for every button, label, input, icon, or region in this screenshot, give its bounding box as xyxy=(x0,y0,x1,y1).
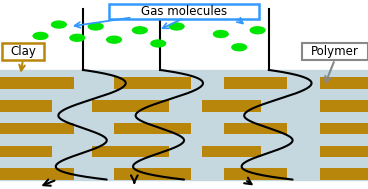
FancyBboxPatch shape xyxy=(109,4,259,19)
Bar xyxy=(92,146,169,157)
Bar xyxy=(320,123,368,134)
Text: Gas molecules: Gas molecules xyxy=(141,5,227,18)
Text: Polymer: Polymer xyxy=(311,46,359,58)
Bar xyxy=(114,168,191,180)
Bar xyxy=(92,100,169,112)
Bar xyxy=(320,77,368,89)
Bar xyxy=(0,123,74,134)
Circle shape xyxy=(88,22,104,31)
Bar xyxy=(0,168,74,180)
Circle shape xyxy=(132,26,148,34)
Bar xyxy=(202,100,261,112)
Circle shape xyxy=(32,32,49,40)
Bar xyxy=(0,146,52,157)
Text: Clay: Clay xyxy=(10,46,36,58)
Circle shape xyxy=(106,36,122,44)
Circle shape xyxy=(169,22,185,31)
Circle shape xyxy=(213,30,229,38)
FancyBboxPatch shape xyxy=(302,43,368,60)
Circle shape xyxy=(250,26,266,34)
Bar xyxy=(0,77,74,89)
Bar xyxy=(114,123,191,134)
Bar xyxy=(224,123,287,134)
Bar xyxy=(202,146,261,157)
FancyBboxPatch shape xyxy=(2,43,44,60)
Bar xyxy=(320,146,368,157)
Circle shape xyxy=(150,39,166,48)
Circle shape xyxy=(51,20,67,29)
Bar xyxy=(320,168,368,180)
Bar xyxy=(224,168,287,180)
Bar xyxy=(224,77,287,89)
Bar xyxy=(0,100,52,112)
Circle shape xyxy=(69,34,85,42)
Bar xyxy=(114,77,191,89)
Bar xyxy=(0,70,368,180)
Circle shape xyxy=(231,43,247,51)
Bar xyxy=(320,100,368,112)
